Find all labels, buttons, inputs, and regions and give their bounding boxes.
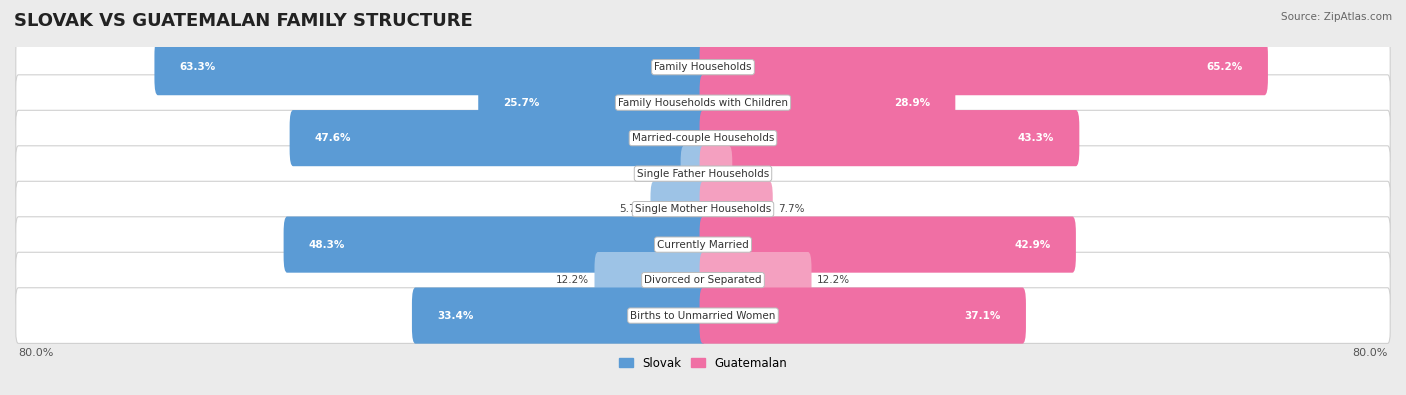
FancyBboxPatch shape bbox=[15, 288, 1391, 343]
Text: 80.0%: 80.0% bbox=[18, 348, 53, 358]
Text: Married-couple Households: Married-couple Households bbox=[631, 133, 775, 143]
Text: 12.2%: 12.2% bbox=[557, 275, 589, 285]
FancyBboxPatch shape bbox=[284, 216, 706, 273]
Text: Family Households: Family Households bbox=[654, 62, 752, 72]
Text: 80.0%: 80.0% bbox=[1353, 348, 1388, 358]
Text: 12.2%: 12.2% bbox=[817, 275, 849, 285]
Text: 3.0%: 3.0% bbox=[738, 169, 763, 179]
FancyBboxPatch shape bbox=[595, 252, 706, 308]
FancyBboxPatch shape bbox=[155, 39, 706, 95]
Text: Births to Unmarried Women: Births to Unmarried Women bbox=[630, 310, 776, 321]
FancyBboxPatch shape bbox=[15, 252, 1391, 308]
FancyBboxPatch shape bbox=[290, 110, 706, 166]
FancyBboxPatch shape bbox=[15, 110, 1391, 166]
FancyBboxPatch shape bbox=[700, 39, 1268, 95]
FancyBboxPatch shape bbox=[478, 75, 706, 131]
Text: 2.2%: 2.2% bbox=[650, 169, 675, 179]
Text: 65.2%: 65.2% bbox=[1206, 62, 1243, 72]
FancyBboxPatch shape bbox=[15, 40, 1391, 95]
Text: 5.7%: 5.7% bbox=[619, 204, 645, 214]
FancyBboxPatch shape bbox=[700, 145, 733, 202]
FancyBboxPatch shape bbox=[15, 146, 1391, 201]
Text: 37.1%: 37.1% bbox=[965, 310, 1001, 321]
FancyBboxPatch shape bbox=[681, 145, 706, 202]
Text: 42.9%: 42.9% bbox=[1015, 240, 1050, 250]
FancyBboxPatch shape bbox=[15, 181, 1391, 237]
FancyBboxPatch shape bbox=[700, 181, 773, 237]
Text: 7.7%: 7.7% bbox=[778, 204, 804, 214]
FancyBboxPatch shape bbox=[651, 181, 706, 237]
FancyBboxPatch shape bbox=[700, 110, 1080, 166]
FancyBboxPatch shape bbox=[700, 252, 811, 308]
FancyBboxPatch shape bbox=[15, 75, 1391, 130]
FancyBboxPatch shape bbox=[700, 288, 1026, 344]
Text: Family Households with Children: Family Households with Children bbox=[619, 98, 787, 108]
FancyBboxPatch shape bbox=[700, 75, 955, 131]
Text: SLOVAK VS GUATEMALAN FAMILY STRUCTURE: SLOVAK VS GUATEMALAN FAMILY STRUCTURE bbox=[14, 12, 472, 30]
Text: Source: ZipAtlas.com: Source: ZipAtlas.com bbox=[1281, 12, 1392, 22]
Text: 47.6%: 47.6% bbox=[315, 133, 352, 143]
Text: Single Father Households: Single Father Households bbox=[637, 169, 769, 179]
Text: 33.4%: 33.4% bbox=[437, 310, 474, 321]
Text: 48.3%: 48.3% bbox=[308, 240, 344, 250]
FancyBboxPatch shape bbox=[15, 217, 1391, 273]
FancyBboxPatch shape bbox=[700, 216, 1076, 273]
Text: 63.3%: 63.3% bbox=[180, 62, 215, 72]
Text: 28.9%: 28.9% bbox=[894, 98, 931, 108]
Text: Divorced or Separated: Divorced or Separated bbox=[644, 275, 762, 285]
Text: 43.3%: 43.3% bbox=[1018, 133, 1054, 143]
Text: Currently Married: Currently Married bbox=[657, 240, 749, 250]
Legend: Slovak, Guatemalan: Slovak, Guatemalan bbox=[614, 352, 792, 374]
Text: 25.7%: 25.7% bbox=[503, 98, 540, 108]
FancyBboxPatch shape bbox=[412, 288, 706, 344]
Text: Single Mother Households: Single Mother Households bbox=[636, 204, 770, 214]
